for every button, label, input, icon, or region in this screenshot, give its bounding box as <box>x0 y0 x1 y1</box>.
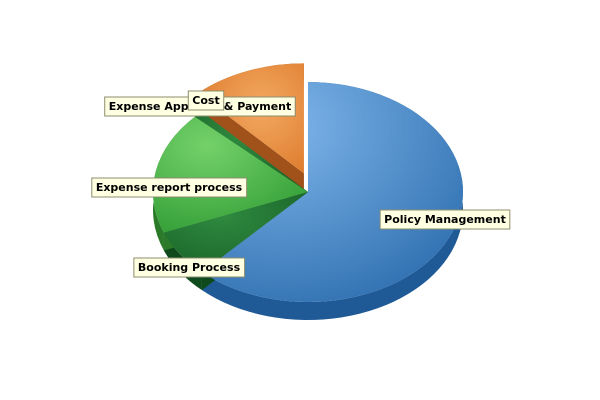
slice-booking-process[interactable] <box>163 192 308 273</box>
slice-side-policy-management <box>201 82 463 320</box>
label-expense-report-process: Expense report process <box>91 177 248 198</box>
label-booking-process: Booking Process <box>133 257 246 278</box>
label-policy-management: Policy Management <box>379 209 511 230</box>
label-box <box>187 90 225 111</box>
label-box <box>379 209 511 230</box>
label-text: Expense report process <box>96 181 243 194</box>
pie-labels: Policy Management Booking Process Expense … <box>91 90 511 278</box>
label-box <box>133 257 246 278</box>
slice-expense-report-process[interactable] <box>153 116 308 233</box>
slice-policy-management[interactable] <box>201 82 463 302</box>
pie-tops <box>153 63 463 302</box>
label-cost: Cost <box>187 90 225 111</box>
label-text: Policy Management <box>384 213 506 226</box>
label-text: Cost <box>192 94 219 107</box>
label-box <box>91 177 248 198</box>
slice-expense-approval-payment[interactable] <box>195 111 308 192</box>
label-text: Booking Process <box>138 261 241 274</box>
slice-wall-0-cost <box>197 93 304 192</box>
slice-cost[interactable] <box>197 63 304 174</box>
